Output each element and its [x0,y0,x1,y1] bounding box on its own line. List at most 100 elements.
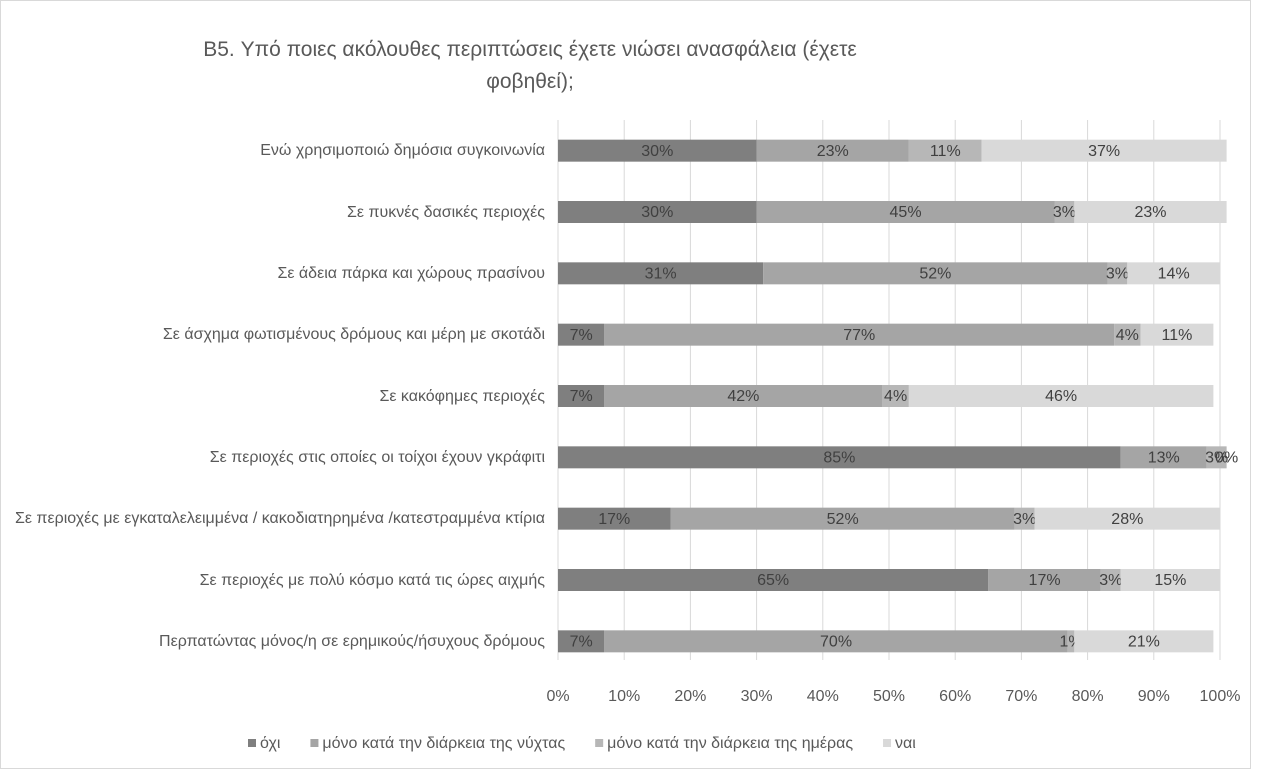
bar-segment [1074,630,1214,653]
data-label: 52% [919,266,951,283]
y-tick-label: Σε κακόφημες περιοχές [379,387,545,405]
data-label: 3% [1013,511,1036,528]
data-label: 17% [598,511,630,528]
bar-segment [1100,569,1121,591]
y-tick-label: Σε άδεια πάρκα και χώρους πρασίνου [277,264,545,282]
data-label: 30% [641,204,673,221]
data-label: 31% [645,266,677,283]
bar-segment [1120,569,1220,591]
y-tick-label: Σε περιοχές στις οποίες οι τοίχοι έχουν … [209,448,545,466]
data-label: 45% [890,204,922,221]
bar-segment [756,201,1055,223]
x-tick-label: 50% [873,688,905,705]
bar-segment [558,446,1121,469]
data-label: 28% [1111,511,1143,528]
data-label: 77% [843,327,875,344]
data-label: 46% [1045,388,1077,405]
data-label: 11% [1162,327,1193,344]
legend-label: όχι [260,735,281,752]
data-label: 3% [1106,266,1129,283]
data-label: 70% [820,634,852,651]
data-label: 7% [570,634,593,651]
data-label: 13% [1148,450,1180,467]
data-label: 65% [757,572,789,589]
chart-title: B5. Υπό ποιες ακόλουθες περιπτώσεις έχετ… [203,38,857,93]
bar-segment [1014,507,1035,530]
bar-segment [1067,630,1075,653]
bar-segment [558,201,757,223]
x-tick-label: 0% [546,688,569,705]
y-tick-label: Περπατώντας μόνος/η σε ερημικούς/ήσυχους… [159,632,545,650]
x-tick-label: 30% [741,688,773,705]
bar-segment [558,323,605,346]
bar-segment [558,262,764,285]
bar-segment [558,569,989,591]
bar-segment [1054,201,1075,223]
data-label: 11% [930,143,961,160]
x-tick-label: 80% [1072,688,1104,705]
data-label: 15% [1154,572,1186,589]
data-label: 30% [641,143,673,160]
bar-segment [908,139,982,162]
bar-segment [558,630,605,653]
y-tick-label: Ενώ χρησιμοποιώ δημόσια συγκοινωνία [260,142,545,160]
data-label: 3% [1205,450,1228,467]
bar-segment [1127,262,1220,285]
y-tick-label: Σε περιοχές με πολύ κόσμο κατά τις ώρες … [199,571,545,589]
legend-label: μόνο κατά την διάρκεια της νύχτας [322,735,565,752]
y-tick-label: Σε άσχημα φωτισμένους δρόμους και μέρη μ… [162,326,545,344]
bar-segment [882,385,909,407]
x-tick-label: 40% [807,688,839,705]
y-tick-label: Σε περιοχές με εγκαταλελειμμένα / κακοδι… [14,510,545,528]
y-tick-label: Σε πυκνές δασικές περιοχές [347,203,545,221]
data-label: 14% [1158,266,1190,283]
data-label: 3% [1053,204,1076,221]
legend-swatch [595,739,604,747]
bar-segment [604,323,1115,346]
legend-swatch [310,739,319,747]
data-label: 7% [570,388,593,405]
x-tick-label: 20% [674,688,706,705]
bar-segment [604,385,883,407]
bar-segment [1107,262,1128,285]
bar-segment [1140,323,1214,346]
bar-segment [670,507,1015,530]
data-label: 4% [884,388,907,405]
data-label: 4% [1116,327,1139,344]
bar-segment [1074,201,1227,223]
data-label: 23% [817,143,849,160]
data-label: 52% [827,511,859,528]
bar-segment [1034,507,1220,530]
data-label: 37% [1088,143,1120,160]
bar-segment [908,385,1214,407]
bar-segment [1120,446,1207,469]
bar-segment [604,630,1068,653]
bar-segment [558,507,671,530]
bar-segment [558,139,757,162]
bar-segment [981,139,1227,162]
data-label: 85% [823,450,855,467]
bar-segment [1206,446,1227,469]
x-tick-label: 10% [608,688,640,705]
data-label: 3% [1099,572,1122,589]
data-label: 21% [1128,634,1160,651]
x-tick-label: 70% [1005,688,1037,705]
data-label: 0% [1215,450,1238,467]
bar-segment [756,139,909,162]
x-tick-label: 60% [939,688,971,705]
legend-label: ναι [895,735,916,752]
legend-swatch [248,739,256,747]
data-label: 23% [1134,204,1166,221]
x-tick-label: 100% [1200,688,1241,705]
bar-segment [558,385,605,407]
data-label: 7% [570,327,593,344]
data-label: 17% [1029,572,1061,589]
legend-swatch [883,739,892,747]
bar-segment [988,569,1101,591]
bar-segment [1114,323,1141,346]
legend-label: μόνο κατά την διάρκεια της ημέρας [607,735,853,752]
x-tick-label: 90% [1138,688,1170,705]
data-label: 42% [727,388,759,405]
